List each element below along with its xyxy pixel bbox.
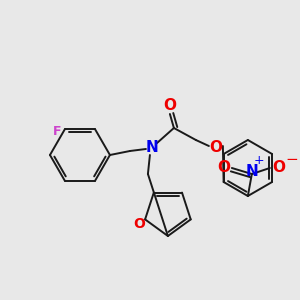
Text: N: N	[146, 140, 158, 155]
Text: O: O	[133, 218, 145, 231]
Text: −: −	[286, 152, 298, 167]
Text: O: O	[272, 160, 285, 175]
Text: O: O	[164, 98, 176, 113]
Text: O: O	[209, 140, 222, 155]
Text: +: +	[254, 154, 264, 166]
Text: F: F	[53, 124, 61, 137]
Text: N: N	[245, 164, 258, 179]
Text: O: O	[218, 160, 230, 175]
